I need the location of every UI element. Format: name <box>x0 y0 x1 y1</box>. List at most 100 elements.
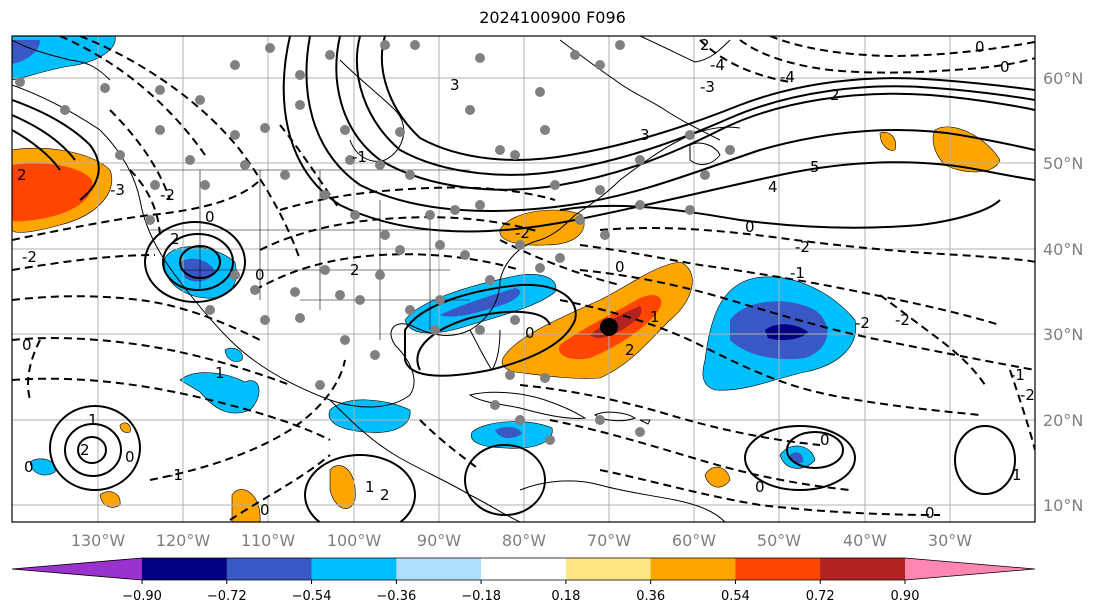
lat-label: 20°N <box>1043 411 1083 430</box>
colorbar-bin <box>481 558 567 580</box>
lon-label: 60°W <box>672 531 716 550</box>
anomaly-nw-pacific-core <box>12 163 93 222</box>
svg-text:1: 1 <box>650 308 660 326</box>
anomaly-atlantic-blue-core <box>765 324 808 340</box>
graticule <box>12 36 1035 522</box>
colorbar-bin <box>396 558 482 580</box>
svg-text:0: 0 <box>1000 58 1010 76</box>
lat-label: 60°N <box>1043 69 1083 88</box>
svg-text:2: 2 <box>625 341 635 359</box>
colorbar-tick-label: −0.18 <box>461 589 501 604</box>
colorbar-tick-label: 0.54 <box>721 589 750 604</box>
colorbar-tick-label: 0.18 <box>551 589 580 604</box>
svg-text:2: 2 <box>17 166 27 184</box>
svg-text:0: 0 <box>525 324 535 342</box>
lon-label: 30°W <box>928 531 972 550</box>
longitude-labels: 130°W 120°W 110°W 100°W 90°W 80°W 70°W 6… <box>71 531 972 550</box>
contours <box>12 36 1035 522</box>
colorbar-bin <box>820 558 906 580</box>
svg-text:0: 0 <box>925 504 935 522</box>
svg-text:0: 0 <box>22 336 32 354</box>
svg-text:1: 1 <box>365 478 375 496</box>
colorbar-tick-label: −0.90 <box>122 589 162 604</box>
colorbar: −0.90 −0.72 −0.54 −0.36 −0.18 0.18 0.36 0.54 0.7… <box>11 557 1036 604</box>
contour-labels: 2 -4 -3 2 5 4 3 3 -3 2 -2 -2 0 2 0 1 1 2… <box>17 36 1035 522</box>
svg-text:-2: -2 <box>22 248 37 266</box>
svg-text:-4: -4 <box>710 56 725 74</box>
colorbar-extend-high <box>905 558 1035 580</box>
lon-label: 110°W <box>241 531 296 550</box>
map-frame <box>11 35 1036 523</box>
svg-text:3: 3 <box>640 126 650 144</box>
colorbar-tick-label: −0.72 <box>207 589 247 604</box>
svg-text:0: 0 <box>820 431 830 449</box>
svg-text:0: 0 <box>755 478 765 496</box>
svg-text:-3: -3 <box>110 181 125 199</box>
svg-text:-1: -1 <box>168 466 183 484</box>
svg-text:-1: -1 <box>790 264 805 282</box>
svg-text:1: 1 <box>88 411 98 429</box>
colorbar-bin <box>650 558 736 580</box>
anomaly-atlantic-orange <box>501 261 693 379</box>
lon-label: 90°W <box>417 531 461 550</box>
lon-label: 80°W <box>502 531 546 550</box>
colorbar-tick-label: −0.54 <box>292 589 332 604</box>
contour-pos <box>335 36 1035 191</box>
svg-text:-2: -2 <box>515 224 530 242</box>
lat-label: 10°N <box>1043 496 1083 515</box>
lat-label: 50°N <box>1043 154 1083 173</box>
colorbar-bin <box>565 558 652 580</box>
svg-text:-3: -3 <box>700 78 715 96</box>
svg-text:-2: -2 <box>895 311 910 329</box>
svg-text:-2: -2 <box>160 186 175 204</box>
map-title: 2024100900 F096 <box>479 8 626 27</box>
station-dots <box>15 40 735 445</box>
svg-text:0: 0 <box>24 458 34 476</box>
svg-text:-4: -4 <box>780 68 795 86</box>
svg-text:5: 5 <box>810 158 820 176</box>
svg-text:3: 3 <box>450 76 460 94</box>
svg-text:2: 2 <box>170 230 180 248</box>
svg-text:0: 0 <box>975 38 985 56</box>
svg-text:-1: -1 <box>352 148 367 166</box>
svg-text:-2: -2 <box>855 314 870 332</box>
svg-text:1: 1 <box>215 364 225 382</box>
colorbar-tick-label: 0.36 <box>636 589 665 604</box>
svg-text:-1: -1 <box>1010 366 1025 384</box>
svg-text:1: 1 <box>1012 466 1022 484</box>
anomaly-nw-blue-core <box>12 40 40 64</box>
svg-text:-2: -2 <box>795 238 810 256</box>
svg-text:0: 0 <box>125 448 135 466</box>
anomaly-gulf-core <box>440 288 521 317</box>
lon-label: 70°W <box>587 531 631 550</box>
svg-text:2: 2 <box>80 441 90 459</box>
colorbar-bin <box>735 558 821 580</box>
svg-text:2: 2 <box>380 486 390 504</box>
lat-label: 30°N <box>1043 325 1083 344</box>
svg-text:0: 0 <box>260 501 270 519</box>
svg-text:2: 2 <box>830 86 840 104</box>
svg-text:-2: -2 <box>1020 386 1035 404</box>
svg-text:4: 4 <box>768 178 778 196</box>
colorbar-tick-label: 0.90 <box>891 589 920 604</box>
svg-text:0: 0 <box>255 266 265 284</box>
colorbar-bin <box>142 558 228 580</box>
svg-text:2: 2 <box>700 36 710 54</box>
lon-label: 50°W <box>757 531 801 550</box>
svg-text:2: 2 <box>350 261 360 279</box>
colorbar-tick-label: 0.72 <box>806 589 835 604</box>
center-marker <box>600 318 618 336</box>
lat-label: 40°N <box>1043 240 1083 259</box>
colorbar-tick-label: −0.36 <box>376 589 416 604</box>
colorbar-bin <box>311 558 397 580</box>
svg-text:0: 0 <box>205 208 215 226</box>
svg-text:0: 0 <box>615 258 625 276</box>
colorbar-bin <box>226 558 313 580</box>
svg-text:0: 0 <box>745 218 755 236</box>
colorbar-extend-low <box>12 558 142 580</box>
lon-label: 130°W <box>71 531 126 550</box>
lon-label: 40°W <box>843 531 887 550</box>
lon-label: 120°W <box>156 531 211 550</box>
latitude-labels: 60°N 50°N 40°N 30°N 20°N 10°N <box>1043 69 1083 515</box>
